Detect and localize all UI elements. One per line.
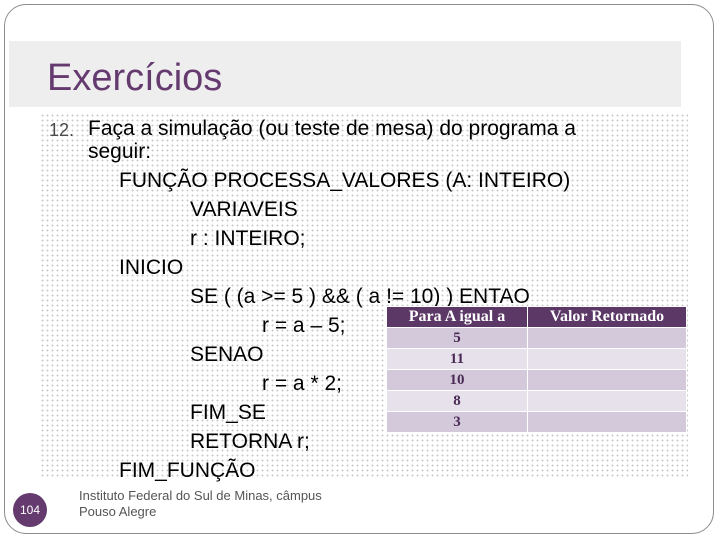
- table-row: 5: [386, 327, 687, 349]
- footer-institution: Instituto Federal do Sul de Minas, câmpu…: [79, 488, 322, 503]
- table-cell-result: [527, 390, 687, 412]
- code-fim-funcao: FIM_FUNÇÃO: [119, 459, 256, 482]
- trace-table-header-row: Para A igual a Valor Retornado: [386, 306, 687, 328]
- table-row: 11: [386, 348, 687, 370]
- footer: Instituto Federal do Sul de Minas, câmpu…: [79, 488, 322, 520]
- exercise-number: 12.: [49, 120, 75, 140]
- table-cell-input: 10: [386, 369, 528, 391]
- exercise-text-line-1: Faça a simulação (ou teste de mesa) do p…: [88, 117, 576, 140]
- table-row: 8: [386, 390, 687, 412]
- code-variaveis: VARIAVEIS: [190, 198, 298, 221]
- table-cell-input: 3: [386, 411, 528, 433]
- code-then-assign: r = a – 5;: [262, 314, 346, 337]
- code-function-header: FUNÇÃO PROCESSA_VALORES (A: INTEIRO): [119, 169, 571, 192]
- footer-campus: Pouso Alegre: [79, 504, 157, 519]
- table-cell-input: 8: [386, 390, 528, 412]
- code-else-assign: r = a * 2;: [262, 372, 342, 395]
- code-retorna: RETORNA r;: [190, 430, 310, 453]
- table-cell-result: [527, 348, 687, 370]
- exercise-text-line-2: seguir:: [88, 140, 152, 163]
- code-fim-se: FIM_SE: [190, 401, 266, 424]
- trace-table: Para A igual a Valor Retornado 5 11 10 8…: [386, 306, 687, 433]
- slide-number-badge: 104: [13, 493, 47, 527]
- code-senao: SENAO: [190, 343, 264, 366]
- table-row: 10: [386, 369, 687, 391]
- table-cell-result: [527, 369, 687, 391]
- table-row: 3: [386, 411, 687, 433]
- title-band: [9, 41, 681, 107]
- table-cell-result: [527, 327, 687, 349]
- slide-title: Exercícios: [47, 57, 223, 99]
- code-inicio: INICIO: [119, 256, 184, 279]
- table-cell-input: 5: [386, 327, 528, 349]
- code-if: SE ( (a >= 5 ) && ( a != 10) ) ENTAO: [190, 285, 530, 308]
- header-input-a: Para A igual a: [386, 306, 528, 328]
- code-declaration: r : INTEIRO;: [190, 227, 306, 250]
- table-cell-input: 11: [386, 348, 528, 370]
- table-cell-result: [527, 411, 687, 433]
- header-return-value: Valor Retornado: [527, 306, 687, 328]
